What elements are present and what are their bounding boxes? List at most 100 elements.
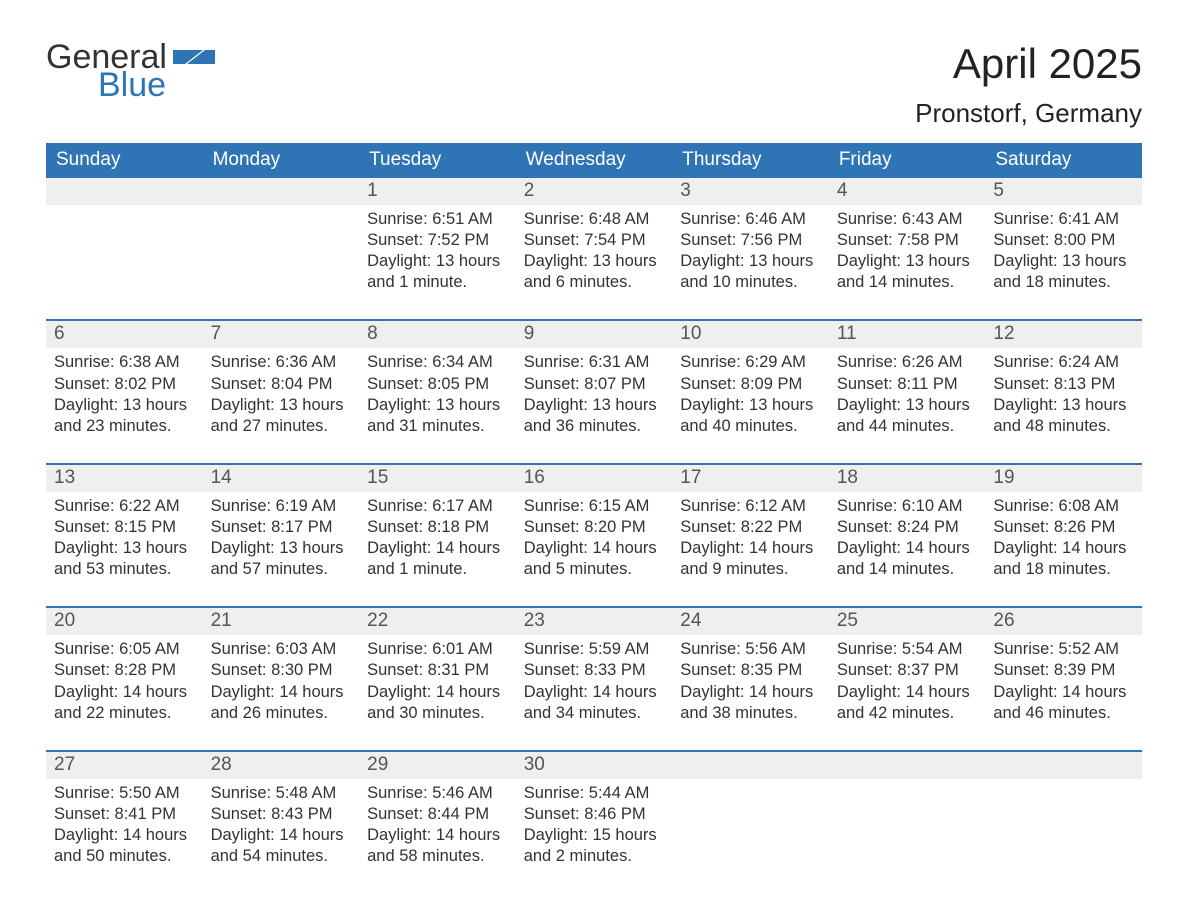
sunrise-text: Sunrise: 5:50 AM <box>54 783 195 804</box>
daylight-text-1: Daylight: 14 hours <box>54 825 195 846</box>
sunrise-text: Sunrise: 6:36 AM <box>211 352 352 373</box>
sunset-text: Sunset: 7:54 PM <box>524 230 665 251</box>
daylight-text-2: and 14 minutes. <box>837 272 978 293</box>
daylight-text-1: Daylight: 13 hours <box>680 251 821 272</box>
sunset-text: Sunset: 8:39 PM <box>993 660 1134 681</box>
daylight-text-2: and 9 minutes. <box>680 559 821 580</box>
sunset-text: Sunset: 8:13 PM <box>993 374 1134 395</box>
detail-row: Sunrise: 6:22 AMSunset: 8:15 PMDaylight:… <box>46 492 1142 607</box>
day-number-cell: 2 <box>516 178 673 205</box>
logo-word-blue: Blue <box>98 68 215 102</box>
location-subtitle: Pronstorf, Germany <box>915 98 1142 129</box>
daylight-text-2: and 48 minutes. <box>993 416 1134 437</box>
sunrise-text: Sunrise: 6:01 AM <box>367 639 508 660</box>
day-number-cell: 21 <box>203 607 360 635</box>
day-detail-cell: Sunrise: 6:26 AMSunset: 8:11 PMDaylight:… <box>829 348 986 463</box>
daylight-text-1: Daylight: 13 hours <box>54 395 195 416</box>
daylight-text-1: Daylight: 14 hours <box>524 538 665 559</box>
day-number-cell: 30 <box>516 751 673 779</box>
day-number-cell: 7 <box>203 320 360 348</box>
day-number-cell: 25 <box>829 607 986 635</box>
day-detail-cell: Sunrise: 5:52 AMSunset: 8:39 PMDaylight:… <box>985 635 1142 750</box>
sunrise-text: Sunrise: 5:52 AM <box>993 639 1134 660</box>
day-detail-cell: Sunrise: 6:24 AMSunset: 8:13 PMDaylight:… <box>985 348 1142 463</box>
daynum-row: 12345 <box>46 178 1142 205</box>
title-block: April 2025 Pronstorf, Germany <box>915 40 1142 129</box>
daylight-text-1: Daylight: 14 hours <box>524 682 665 703</box>
daylight-text-2: and 18 minutes. <box>993 559 1134 580</box>
day-detail-cell: Sunrise: 6:38 AMSunset: 8:02 PMDaylight:… <box>46 348 203 463</box>
detail-row: Sunrise: 6:38 AMSunset: 8:02 PMDaylight:… <box>46 348 1142 463</box>
sunset-text: Sunset: 8:28 PM <box>54 660 195 681</box>
sunrise-text: Sunrise: 6:29 AM <box>680 352 821 373</box>
day-number-cell: 29 <box>359 751 516 779</box>
month-title: April 2025 <box>915 40 1142 88</box>
day-number-cell: 1 <box>359 178 516 205</box>
sunset-text: Sunset: 8:04 PM <box>211 374 352 395</box>
detail-row: Sunrise: 5:50 AMSunset: 8:41 PMDaylight:… <box>46 779 1142 893</box>
day-number-cell: 27 <box>46 751 203 779</box>
day-number-cell: 20 <box>46 607 203 635</box>
sunset-text: Sunset: 8:31 PM <box>367 660 508 681</box>
day-detail-cell: Sunrise: 5:46 AMSunset: 8:44 PMDaylight:… <box>359 779 516 893</box>
daynum-row: 27282930 <box>46 751 1142 779</box>
daylight-text-1: Daylight: 14 hours <box>837 682 978 703</box>
weekday-header-row: Sunday Monday Tuesday Wednesday Thursday… <box>46 143 1142 178</box>
day-detail-cell: Sunrise: 5:54 AMSunset: 8:37 PMDaylight:… <box>829 635 986 750</box>
sunset-text: Sunset: 8:17 PM <box>211 517 352 538</box>
daylight-text-1: Daylight: 13 hours <box>993 251 1134 272</box>
day-detail-cell: Sunrise: 6:31 AMSunset: 8:07 PMDaylight:… <box>516 348 673 463</box>
daylight-text-2: and 14 minutes. <box>837 559 978 580</box>
sunrise-text: Sunrise: 5:46 AM <box>367 783 508 804</box>
sunset-text: Sunset: 8:18 PM <box>367 517 508 538</box>
daylight-text-2: and 18 minutes. <box>993 272 1134 293</box>
daylight-text-2: and 5 minutes. <box>524 559 665 580</box>
day-number-cell: 26 <box>985 607 1142 635</box>
daylight-text-2: and 2 minutes. <box>524 846 665 867</box>
day-detail-cell: Sunrise: 6:22 AMSunset: 8:15 PMDaylight:… <box>46 492 203 607</box>
daylight-text-1: Daylight: 14 hours <box>54 682 195 703</box>
sunrise-text: Sunrise: 6:38 AM <box>54 352 195 373</box>
sunrise-text: Sunrise: 6:08 AM <box>993 496 1134 517</box>
daylight-text-1: Daylight: 14 hours <box>367 538 508 559</box>
daylight-text-2: and 23 minutes. <box>54 416 195 437</box>
day-detail-cell <box>203 205 360 320</box>
sunset-text: Sunset: 8:09 PM <box>680 374 821 395</box>
sunset-text: Sunset: 8:37 PM <box>837 660 978 681</box>
sunset-text: Sunset: 8:35 PM <box>680 660 821 681</box>
daylight-text-1: Daylight: 14 hours <box>680 538 821 559</box>
day-detail-cell: Sunrise: 6:51 AMSunset: 7:52 PMDaylight:… <box>359 205 516 320</box>
day-detail-cell: Sunrise: 6:46 AMSunset: 7:56 PMDaylight:… <box>672 205 829 320</box>
daylight-text-1: Daylight: 13 hours <box>524 395 665 416</box>
logo-flag-icon <box>173 55 215 72</box>
day-number-cell: 28 <box>203 751 360 779</box>
daylight-text-2: and 57 minutes. <box>211 559 352 580</box>
sunrise-text: Sunrise: 6:22 AM <box>54 496 195 517</box>
daylight-text-2: and 1 minute. <box>367 272 508 293</box>
day-detail-cell <box>829 779 986 893</box>
day-detail-cell: Sunrise: 6:15 AMSunset: 8:20 PMDaylight:… <box>516 492 673 607</box>
daylight-text-2: and 31 minutes. <box>367 416 508 437</box>
day-detail-cell <box>672 779 829 893</box>
sunrise-text: Sunrise: 5:54 AM <box>837 639 978 660</box>
day-detail-cell: Sunrise: 6:43 AMSunset: 7:58 PMDaylight:… <box>829 205 986 320</box>
col-monday: Monday <box>203 143 360 178</box>
sunset-text: Sunset: 8:30 PM <box>211 660 352 681</box>
sunrise-text: Sunrise: 6:15 AM <box>524 496 665 517</box>
daylight-text-2: and 10 minutes. <box>680 272 821 293</box>
col-wednesday: Wednesday <box>516 143 673 178</box>
daylight-text-2: and 26 minutes. <box>211 703 352 724</box>
detail-row: Sunrise: 6:51 AMSunset: 7:52 PMDaylight:… <box>46 205 1142 320</box>
day-number-cell <box>829 751 986 779</box>
sunset-text: Sunset: 7:52 PM <box>367 230 508 251</box>
daylight-text-1: Daylight: 13 hours <box>837 251 978 272</box>
daylight-text-2: and 27 minutes. <box>211 416 352 437</box>
day-number-cell: 10 <box>672 320 829 348</box>
day-detail-cell: Sunrise: 6:36 AMSunset: 8:04 PMDaylight:… <box>203 348 360 463</box>
day-number-cell: 3 <box>672 178 829 205</box>
day-number-cell: 16 <box>516 464 673 492</box>
daylight-text-1: Daylight: 13 hours <box>993 395 1134 416</box>
daylight-text-2: and 36 minutes. <box>524 416 665 437</box>
sunset-text: Sunset: 8:11 PM <box>837 374 978 395</box>
sunrise-text: Sunrise: 5:59 AM <box>524 639 665 660</box>
